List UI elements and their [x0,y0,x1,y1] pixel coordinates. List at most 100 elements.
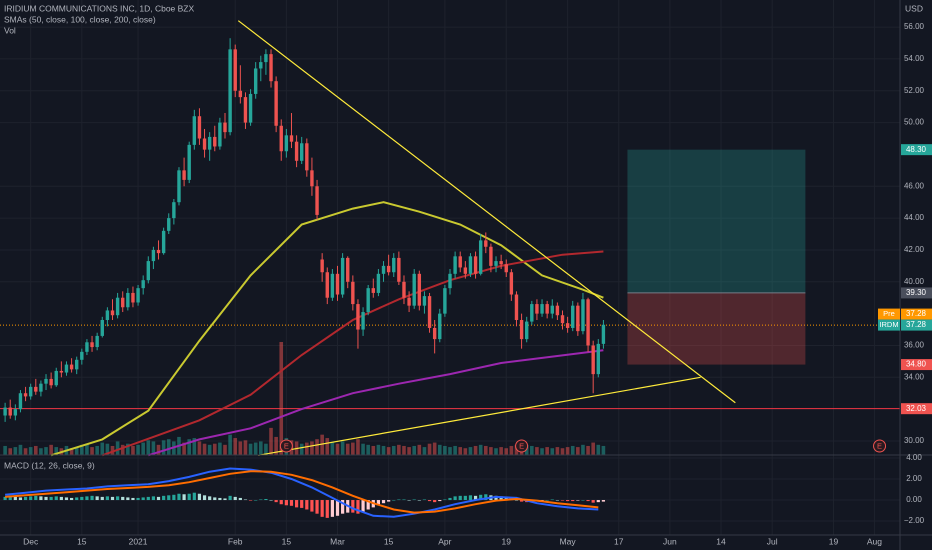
volume-bar [18,444,23,455]
histogram-bar [381,500,386,504]
histogram-bar [187,493,191,501]
earnings-label: E [877,441,882,450]
trendline [237,20,736,404]
histogram-bar [167,495,171,501]
candle-body [351,281,355,305]
y-tick-label: 4.00 [906,453,922,462]
histogram-bar [49,496,53,501]
volume-bar [601,445,606,455]
x-tick-label: Apr [438,536,451,546]
volume-bar [412,445,417,455]
candle-body [361,312,365,330]
histogram-bar [453,496,457,501]
line [4,467,599,518]
histogram-bar [243,499,248,501]
price-tag-label: 32.03 [906,404,927,413]
histogram-bar [218,497,222,501]
volume-bar [264,443,268,455]
histogram-bar [13,496,17,501]
x-tick-label: 14 [716,536,726,546]
volume-bar [391,445,396,455]
volume-bar [407,447,411,455]
price-tag-label: 48.30 [906,145,927,154]
candle-body [458,256,462,268]
earnings-marker [279,439,293,453]
candle-body [330,273,335,298]
candle-body [167,218,171,231]
candle-body [315,186,319,215]
histogram-bar [427,500,432,502]
volume-bar [315,439,319,455]
x-tick-label: 15 [384,536,394,546]
volume-bar [463,448,468,455]
x-tick-label: Dec [23,536,39,546]
histogram-bar [18,497,23,501]
candle-body [525,321,529,340]
volume-bar [468,447,473,455]
histogram-bar [433,500,437,503]
volume-bar [126,443,130,455]
candle-body [192,116,197,145]
candle-body [274,81,278,126]
x-tick-label: 17 [614,536,624,546]
candle-body [202,138,207,150]
histogram-bar [555,500,559,501]
volume-bar [453,445,457,455]
volume-bar [483,445,488,455]
volume-bar [427,443,432,455]
volume-bar [351,442,355,455]
volume-bar [182,442,186,455]
volume-bar [248,443,253,455]
volume-bar [422,447,427,455]
price-tag-label: 34.80 [906,360,927,369]
line [50,201,604,457]
volume-bar [131,445,135,455]
candle-body [591,345,595,375]
volume-bar [478,444,483,455]
histogram-bar [356,500,360,514]
histogram-bar [279,500,283,505]
histogram-bar [151,496,156,501]
y-tick-label: 40.00 [904,277,925,286]
candle-body [69,364,74,370]
histogram-bar [361,500,365,512]
y-tick-label: 56.00 [904,22,925,31]
price-tag [901,359,932,371]
candle-body [499,261,503,265]
histogram-bar [586,500,590,502]
histogram-bar [75,497,79,501]
candle-body [555,305,560,316]
candle-body [494,261,498,266]
histogram-bar [110,496,115,501]
volume-bar [299,443,304,455]
y-tick-label: 54.00 [904,54,925,63]
volume-bar [402,445,406,455]
candle-body [468,256,473,274]
line [148,349,604,457]
y-tick-label: 42.00 [904,245,925,254]
candle-body [207,136,212,150]
y-tick-label: 30.00 [904,436,925,445]
x-tick-label: 15 [77,536,87,546]
histogram-bar [29,496,33,501]
histogram-bar [294,500,299,508]
candle-body [540,304,544,314]
loss-zone [627,292,806,365]
histogram-bar [412,499,416,501]
earnings-label: E [284,441,289,450]
candle-body [243,97,248,123]
candle-body [366,288,370,313]
candle-body [473,256,478,274]
volume-bar [33,445,38,455]
candle-body [519,319,524,340]
candle-body [85,342,89,352]
volume-bar [535,447,539,455]
candle-body [601,324,606,344]
candle-body [300,143,304,161]
volume-bar [146,440,151,455]
volume-bar [69,448,74,455]
candle-body [576,305,580,332]
candle-body [412,273,416,306]
histogram-bar [448,497,452,501]
x-tick-label: Aug [867,536,882,546]
